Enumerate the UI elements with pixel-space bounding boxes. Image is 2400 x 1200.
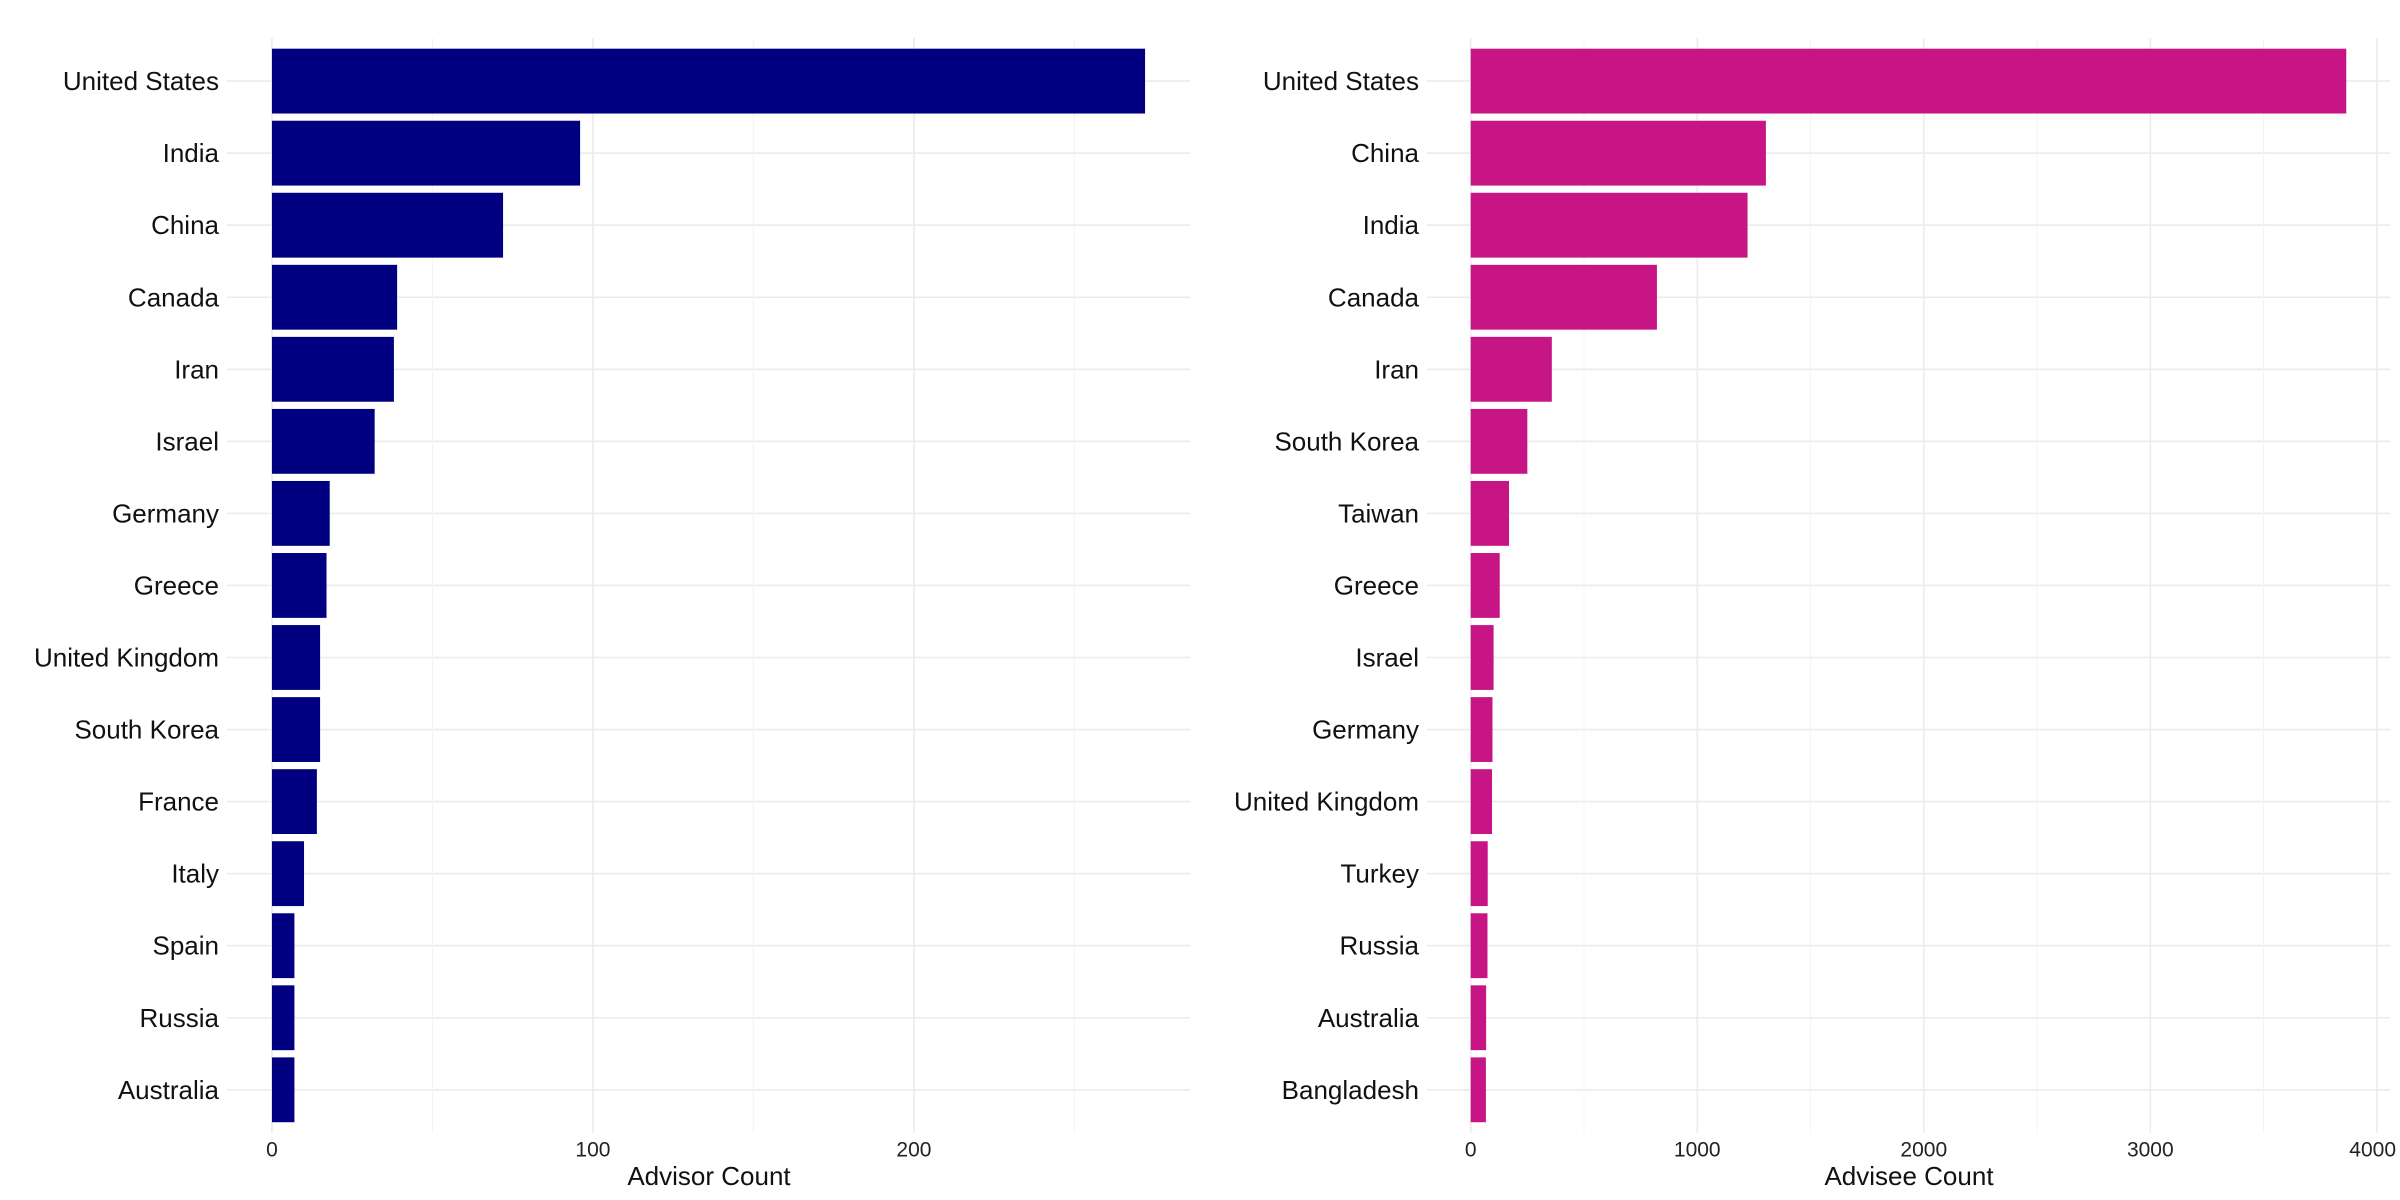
bar-russia <box>271 985 295 1051</box>
category-label-france: France <box>138 787 219 817</box>
bar-united-states <box>271 48 1146 114</box>
category-label-spain: Spain <box>153 931 220 961</box>
x-tick-label: 3000 <box>2127 1139 2174 1162</box>
category-label-australia: Australia <box>118 1075 220 1105</box>
advisor-count-chart: United States India China Canada Iran Israel G… <box>34 37 1190 1191</box>
bar-germany <box>271 480 330 546</box>
bar-france <box>271 769 317 835</box>
bar-israel <box>271 408 375 474</box>
category-label-united-states: United States <box>1263 66 1419 96</box>
x-tick-label: 0 <box>266 1139 278 1162</box>
category-label-turkey: Turkey <box>1341 859 1420 889</box>
y-axis-labels: United States India China Canada Iran Israel G… <box>34 66 220 1105</box>
bar-iran <box>271 336 394 402</box>
x-tick-label: 0 <box>1465 1139 1477 1162</box>
category-label-israel: Israel <box>155 426 219 456</box>
bar-china <box>271 192 504 258</box>
category-label-bangladesh: Bangladesh <box>1282 1075 1419 1105</box>
category-label-italy: Italy <box>171 859 219 889</box>
category-label-india: India <box>163 138 220 168</box>
category-label-greece: Greece <box>1334 570 1419 600</box>
bar-australia <box>1470 985 1487 1051</box>
x-axis-tick-labels: 0 100 200 <box>266 1139 931 1162</box>
x-axis-title: Advisor Count <box>627 1161 791 1191</box>
bar-greece <box>271 553 327 618</box>
bar-germany <box>1470 697 1493 762</box>
category-label-germany: Germany <box>1312 715 1419 745</box>
bar-israel <box>1470 625 1494 690</box>
bars <box>1470 48 2347 1123</box>
gridlines <box>227 37 1190 1133</box>
category-label-united-states: United States <box>63 66 219 96</box>
category-label-russia: Russia <box>140 1003 220 1033</box>
category-label-canada: Canada <box>128 282 220 312</box>
category-label-germany: Germany <box>112 498 219 528</box>
category-label-united-kingdom: United Kingdom <box>1234 787 1419 817</box>
bar-china <box>1470 120 1766 186</box>
category-label-iran: Iran <box>174 354 219 384</box>
bar-india <box>1470 192 1748 258</box>
category-label-israel: Israel <box>1355 643 1419 673</box>
bar-spain <box>271 913 295 979</box>
bar-taiwan <box>1470 480 1510 546</box>
x-tick-label: 200 <box>896 1139 931 1162</box>
category-label-china: China <box>1351 138 1419 168</box>
category-label-india: India <box>1363 210 1420 240</box>
x-tick-label: 100 <box>575 1139 610 1162</box>
bar-united-kingdom <box>271 625 321 690</box>
category-label-canada: Canada <box>1328 282 1420 312</box>
bar-greece <box>1470 553 1500 618</box>
x-tick-label: 4000 <box>2349 1139 2396 1162</box>
x-tick-label: 2000 <box>1900 1139 1947 1162</box>
category-label-australia: Australia <box>1318 1003 1420 1033</box>
category-label-south-korea: South Korea <box>1274 426 1419 456</box>
category-label-united-kingdom: United Kingdom <box>34 643 219 673</box>
advisee-count-chart: United States China India Canada Iran South K… <box>1234 37 2396 1191</box>
x-axis-title: Advisee Count <box>1824 1161 1994 1191</box>
bar-australia <box>271 1057 295 1123</box>
bar-canada <box>271 264 398 330</box>
category-label-china: China <box>151 210 219 240</box>
bar-united-states <box>1470 48 2347 114</box>
y-axis-labels: United States China India Canada Iran South K… <box>1234 66 1420 1105</box>
bar-south-korea <box>1470 408 1528 474</box>
bar-india <box>271 120 581 186</box>
bar-russia <box>1470 913 1488 979</box>
bar-canada <box>1470 264 1657 330</box>
bars <box>271 48 1146 1123</box>
bar-italy <box>271 841 305 907</box>
bar-bangladesh <box>1470 1057 1486 1123</box>
category-label-south-korea: South Korea <box>74 715 219 745</box>
bar-turkey <box>1470 841 1488 907</box>
x-axis-tick-labels: 0 1000 2000 3000 4000 <box>1465 1139 2396 1162</box>
category-label-greece: Greece <box>134 570 219 600</box>
bar-united-kingdom <box>1470 769 1493 835</box>
category-label-taiwan: Taiwan <box>1338 498 1419 528</box>
x-tick-label: 1000 <box>1674 1139 1721 1162</box>
bar-south-korea <box>271 697 321 762</box>
category-label-iran: Iran <box>1374 354 1419 384</box>
category-label-russia: Russia <box>1340 931 1420 961</box>
bar-iran <box>1470 336 1552 402</box>
